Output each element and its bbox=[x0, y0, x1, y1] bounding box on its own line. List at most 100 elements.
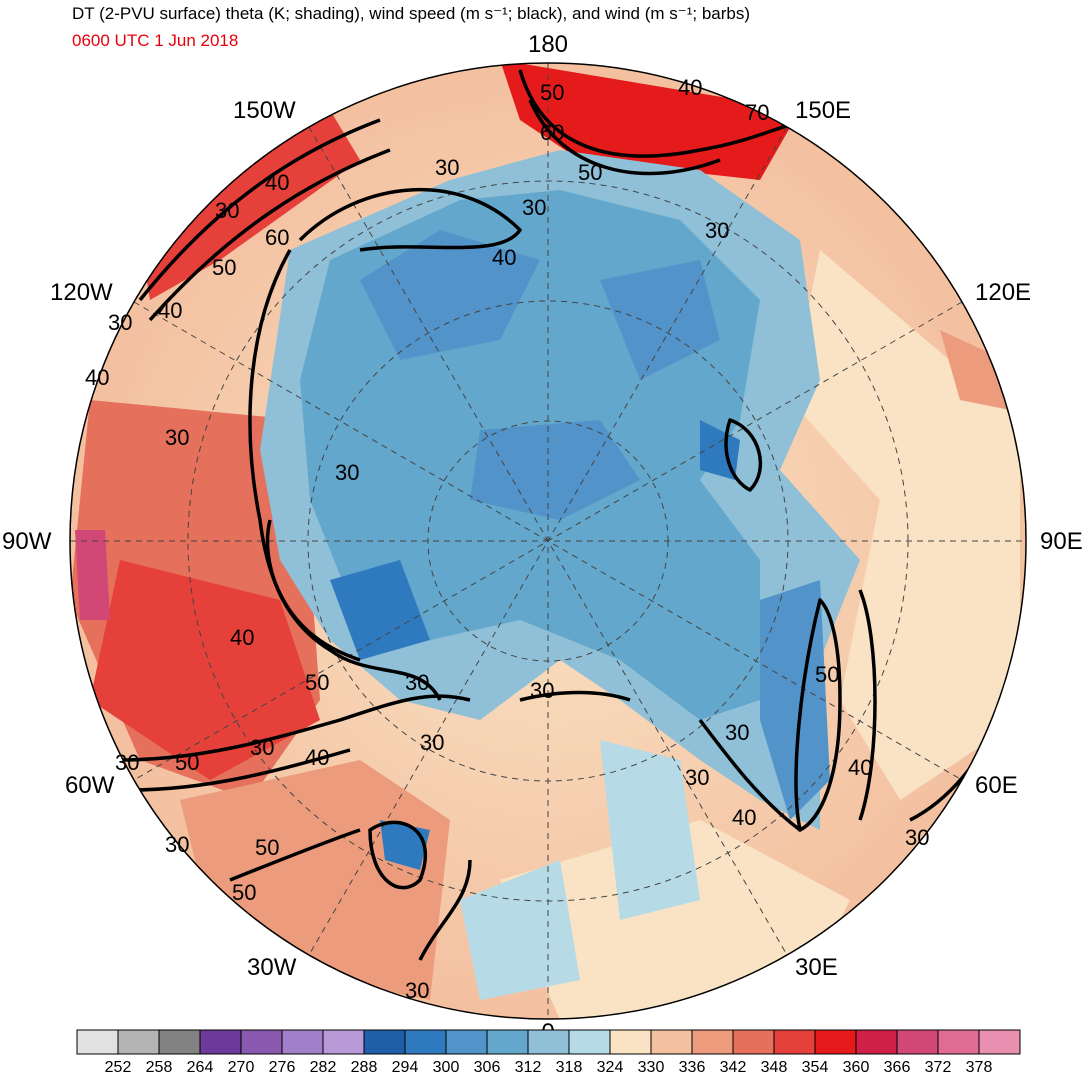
contour-label-30-a: 30 bbox=[435, 155, 459, 180]
core-cold-3 bbox=[330, 560, 430, 660]
lon-label-180: 180 bbox=[528, 31, 568, 58]
colorbar-tick-label: 270 bbox=[228, 1059, 255, 1076]
contour-atlantic-lower bbox=[418, 859, 472, 961]
colorbar-swatch bbox=[404, 1029, 447, 1055]
colorbar-swatch bbox=[650, 1029, 693, 1055]
contour-jet-west-pacific-2 bbox=[528, 99, 721, 176]
contour-label-50-h: 50 bbox=[232, 880, 256, 905]
contour-label-40-f: 40 bbox=[230, 625, 254, 650]
colorbar-swatch bbox=[117, 1029, 160, 1055]
meridian-120e-60w bbox=[133, 301, 963, 781]
map-boundary bbox=[69, 62, 1027, 1020]
contour-jet-asia-2 bbox=[858, 589, 877, 821]
contour-label-30-n: 30 bbox=[685, 765, 709, 790]
colorbar-tick-label: 312 bbox=[515, 1059, 542, 1076]
contour-jet-europe bbox=[698, 718, 802, 832]
colorbar-tick-label: 360 bbox=[843, 1059, 870, 1076]
valid-time: 0600 UTC 1 Jun 2018 bbox=[72, 31, 239, 50]
contour-label-30-i: 30 bbox=[250, 735, 274, 760]
contour-label-30-l: 30 bbox=[530, 678, 554, 703]
colorbar-tick-label: 324 bbox=[597, 1059, 624, 1076]
core-cold-2 bbox=[600, 260, 720, 380]
lon-label-60e: 60E bbox=[975, 772, 1018, 799]
colorbar-tick-label: 264 bbox=[187, 1059, 214, 1076]
colorbar-swatch bbox=[814, 1029, 857, 1055]
contour-label-30-k: 30 bbox=[420, 730, 444, 755]
colorbar-swatch bbox=[773, 1029, 816, 1055]
colorbar-swatch bbox=[609, 1029, 652, 1055]
longitude-labels: 180 150E 120E 90E 60E 30E 0 30W 60W 90W … bbox=[2, 31, 1083, 1046]
contour-jet-west-pacific-1 bbox=[518, 69, 801, 158]
contour-label-50-a: 50 bbox=[540, 80, 564, 105]
graticule bbox=[70, 63, 1026, 1019]
core-cold-5 bbox=[470, 420, 640, 520]
warm-region-north-atlantic bbox=[180, 760, 450, 1000]
lon-label-120w: 120W bbox=[50, 279, 113, 306]
colorbar-swatch bbox=[363, 1029, 406, 1055]
core-cold-1 bbox=[360, 230, 540, 360]
colorbar-tick-label: 276 bbox=[269, 1059, 296, 1076]
colorbar-tick-label: 294 bbox=[392, 1059, 419, 1076]
contour-label-40-h: 40 bbox=[732, 805, 756, 830]
lon-label-60w: 60W bbox=[65, 772, 115, 799]
colorbar-swatch bbox=[240, 1029, 283, 1055]
hot-region-west-pacific bbox=[500, 63, 800, 180]
colorbar-swatch bbox=[445, 1029, 488, 1055]
colorbar-tick-label: 366 bbox=[884, 1059, 911, 1076]
colorbar-tick-label: 354 bbox=[802, 1059, 829, 1076]
colorbar-swatch bbox=[158, 1029, 201, 1055]
contour-label-30-c: 30 bbox=[705, 218, 729, 243]
colorbar-swatch bbox=[691, 1029, 734, 1055]
colorbar-swatch bbox=[281, 1029, 324, 1055]
contour-label-50-b: 50 bbox=[578, 160, 602, 185]
contour-jet-pacific-2 bbox=[148, 148, 391, 322]
contour-label-50-g: 50 bbox=[255, 835, 279, 860]
colorbar-tick-label: 348 bbox=[761, 1059, 788, 1076]
contour-label-50-f: 50 bbox=[815, 662, 839, 687]
contour-label-40-d: 40 bbox=[158, 298, 182, 323]
contour-label-30-q: 30 bbox=[405, 978, 429, 1003]
lon-label-30w: 30W bbox=[247, 954, 297, 981]
contour-arctic-1 bbox=[298, 187, 522, 252]
contour-label-30-g: 30 bbox=[335, 460, 359, 485]
contour-label-40-a: 40 bbox=[492, 245, 516, 270]
contour-label-30-o: 30 bbox=[905, 825, 929, 850]
lon-label-90w: 90W bbox=[2, 528, 52, 555]
contour-label-60-b: 60 bbox=[265, 225, 289, 250]
colorbar-swatch bbox=[937, 1029, 980, 1055]
cool-region-atlantic bbox=[460, 860, 580, 1000]
colorbar-swatch bbox=[855, 1029, 898, 1055]
lon-label-90e: 90E bbox=[1040, 528, 1083, 555]
colorbar-tick-label: 342 bbox=[720, 1059, 747, 1076]
contour-jet-atlantic-1 bbox=[119, 694, 471, 762]
cool-region-scandinavia bbox=[600, 740, 700, 920]
contour-label-30-h: 30 bbox=[405, 670, 429, 695]
colorbar-swatch bbox=[732, 1029, 775, 1055]
colorbar-tick-label: 258 bbox=[146, 1059, 173, 1076]
colorbar-tick-label: 330 bbox=[638, 1059, 665, 1076]
contour-label-40-c: 40 bbox=[265, 170, 289, 195]
contour-jet-atlantic-2 bbox=[129, 748, 351, 792]
colorbar-tick-label: 282 bbox=[310, 1059, 337, 1076]
map-title: DT (2-PVU surface) theta (K; shading), w… bbox=[72, 4, 751, 23]
contour-labels: 30 40 30 50 60 40 70 50 30 40 30 60 50 4… bbox=[85, 75, 929, 1003]
colorbar-tick-label: 306 bbox=[474, 1059, 501, 1076]
contour-label-30-f: 30 bbox=[165, 425, 189, 450]
colorbar: 252 258 264 270 276 282 288 294 300 306 312 318 324 3… bbox=[76, 1029, 1021, 1076]
colorbar-tick-label: 252 bbox=[105, 1059, 132, 1076]
contour-label-30-d: 30 bbox=[215, 198, 239, 223]
contour-vortex-edge-2 bbox=[265, 519, 442, 701]
contour-atlantic-south bbox=[229, 828, 361, 882]
contour-label-30-e: 30 bbox=[108, 310, 132, 335]
contour-jet-pacific-1 bbox=[138, 118, 381, 302]
colorbar-swatch bbox=[527, 1029, 570, 1055]
contour-closed-atlantic bbox=[368, 820, 428, 890]
contour-jet-asia-1 bbox=[794, 598, 842, 832]
colorbar-swatch bbox=[322, 1029, 365, 1055]
colorbar-tick-label: 336 bbox=[679, 1059, 706, 1076]
colorbar-tick-label: 288 bbox=[351, 1059, 378, 1076]
hot-region-north-pacific bbox=[140, 110, 360, 300]
theta-shading bbox=[70, 63, 1026, 1019]
contour-label-40-i: 40 bbox=[848, 755, 872, 780]
colorbar-swatch bbox=[199, 1029, 242, 1055]
